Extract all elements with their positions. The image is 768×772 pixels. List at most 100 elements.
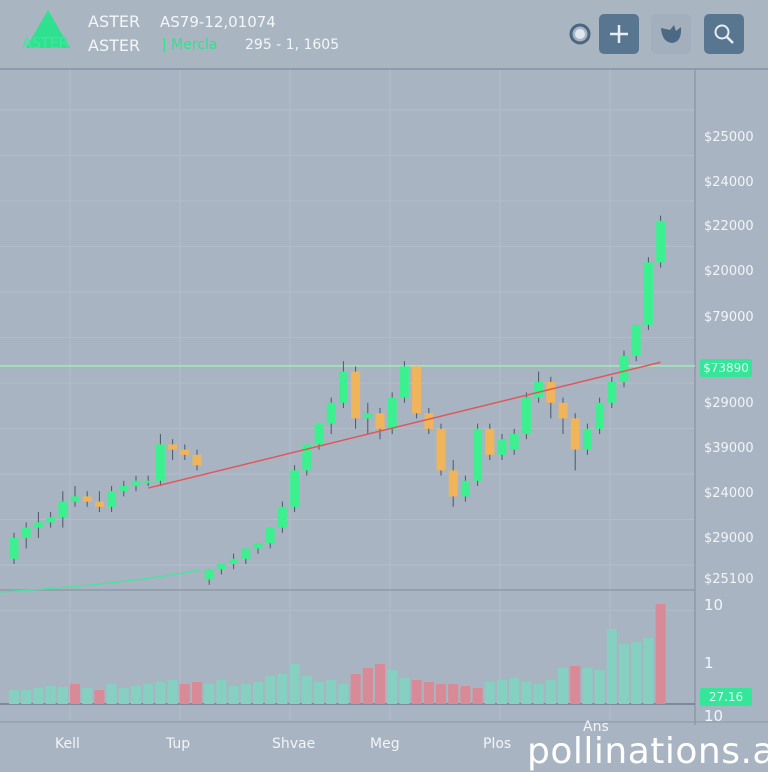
volume-bar: [326, 680, 337, 704]
volume-bar: [582, 668, 593, 704]
price-badge: $73890: [700, 359, 752, 377]
candle-body: [82, 496, 92, 502]
candle-body: [265, 527, 275, 544]
candle-body: [302, 444, 312, 471]
volume-bar: [179, 684, 190, 704]
candle-body: [448, 470, 458, 497]
volume-bar: [21, 690, 32, 704]
price-line: AS79-12,01074: [160, 13, 276, 31]
volume-bar: [45, 686, 56, 704]
mode-label[interactable]: | Mercla: [162, 37, 218, 53]
candle-body: [314, 423, 324, 445]
volume-bar: [387, 670, 398, 704]
watermark: pollinations.ai: [527, 731, 768, 772]
add-button[interactable]: [599, 14, 639, 54]
candle-body: [46, 517, 56, 523]
candle-body: [595, 402, 605, 429]
candle-body: [473, 428, 483, 481]
volume-bar: [509, 678, 520, 704]
search-icon: [714, 24, 734, 44]
candle-body: [619, 356, 629, 382]
volume-bar: [228, 686, 239, 704]
volume-bar: [253, 682, 263, 704]
price-axis-label: $20000: [704, 264, 754, 279]
volume-bar: [436, 684, 446, 704]
candle-body: [534, 382, 544, 398]
volume-bar: [423, 682, 434, 704]
candle-body: [607, 382, 617, 403]
candle-body: [521, 397, 531, 434]
candle-body: [363, 413, 373, 419]
search-button[interactable]: [704, 14, 744, 54]
volume-bar: [375, 664, 385, 704]
volume-bar: [94, 690, 105, 704]
volume-bar: [533, 684, 544, 704]
volume-bar: [277, 674, 288, 704]
candle-body: [485, 428, 495, 455]
x-axis-label: Plos: [483, 736, 512, 752]
x-axis-label: Meg: [370, 736, 400, 752]
volume-bar: [192, 682, 202, 704]
x-axis-label: Tup: [166, 736, 191, 752]
candle-body: [241, 548, 251, 559]
volume-bar: [619, 644, 629, 704]
candle-body: [497, 439, 507, 455]
range-line: 295 - 1, 1605: [245, 37, 340, 53]
price-axis-label: $39000: [704, 441, 754, 456]
candle-body: [412, 366, 422, 414]
refresh-button[interactable]: [560, 14, 600, 54]
volume-bar: [106, 684, 117, 704]
candle-body: [216, 564, 226, 570]
volume-axis-label: 1: [704, 654, 714, 672]
volume-bar: [82, 688, 93, 704]
candle-body: [387, 397, 397, 429]
volume-bar: [448, 684, 459, 704]
volume-bar: [484, 682, 495, 704]
volume-bar: [558, 668, 568, 704]
price-axis-label: $29000: [704, 531, 754, 546]
volume-bar: [240, 684, 251, 704]
social-button[interactable]: [651, 14, 691, 54]
volume-bar: [301, 676, 312, 704]
x-axis-label: Kell: [55, 736, 80, 752]
candle-body: [70, 496, 80, 502]
volume-bar: [338, 684, 349, 704]
volume-bar: [497, 680, 507, 704]
volume-bar: [411, 680, 422, 704]
volume-bar: [570, 666, 581, 704]
candle-body: [21, 527, 31, 538]
candle-body: [326, 402, 336, 424]
volume-bar: [33, 688, 44, 704]
logo-text: ASTER: [22, 34, 69, 52]
volume-bar: [350, 674, 361, 704]
candle-body: [94, 501, 104, 507]
volume-bar: [655, 604, 666, 704]
volume-bar: [131, 686, 141, 704]
volume-bar: [57, 687, 68, 704]
candle-body: [460, 480, 470, 497]
x-axis-label: Shvae: [272, 736, 316, 752]
candle-body: [204, 569, 214, 580]
candle-body: [155, 444, 165, 481]
candle-body: [253, 543, 263, 549]
candle-body: [570, 418, 580, 450]
candle-body: [375, 413, 385, 429]
price-axis-label: $29000: [704, 396, 754, 411]
x-axis-label: Ans: [583, 719, 609, 735]
top-bar: ASTER ASTER ASTER AS79-12,01074 | Mercla…: [0, 0, 768, 70]
candle-body: [656, 220, 666, 263]
volume-bar: [594, 670, 605, 704]
candle-body: [558, 402, 568, 419]
symbol-sub: ASTER: [88, 36, 141, 55]
volume-bar: [167, 680, 178, 704]
price-axis-label: $22000: [704, 219, 754, 234]
candle-body: [9, 538, 19, 559]
volume-bar: [631, 642, 642, 704]
volume-bar: [155, 682, 166, 704]
candle-body: [180, 449, 190, 455]
candle-body: [192, 454, 202, 466]
candle-body: [229, 558, 239, 564]
candle-body: [582, 428, 592, 450]
volume-axis-label: 10: [704, 596, 724, 614]
